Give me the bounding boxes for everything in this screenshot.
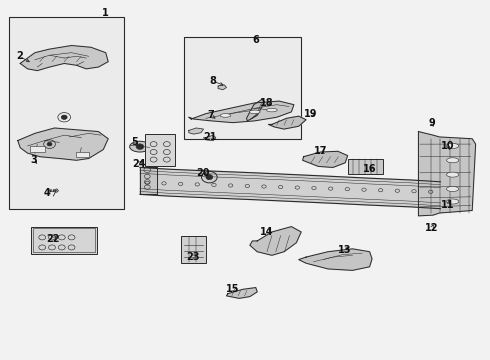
Text: 20: 20 <box>196 168 210 178</box>
Bar <box>33 228 95 252</box>
Ellipse shape <box>446 158 459 163</box>
Circle shape <box>61 115 67 120</box>
Text: 13: 13 <box>339 245 352 255</box>
Circle shape <box>136 144 144 149</box>
Text: 17: 17 <box>314 146 327 156</box>
Text: 3: 3 <box>30 155 37 165</box>
Bar <box>31 226 97 253</box>
Ellipse shape <box>446 186 459 192</box>
Ellipse shape <box>220 114 231 117</box>
Polygon shape <box>269 116 306 129</box>
Text: 21: 21 <box>203 132 217 142</box>
Polygon shape <box>418 132 476 216</box>
Text: 4: 4 <box>44 188 50 198</box>
Bar <box>184 37 301 139</box>
Polygon shape <box>218 85 226 90</box>
Text: 10: 10 <box>441 141 455 151</box>
Bar <box>30 145 45 152</box>
Bar <box>76 152 89 157</box>
Text: 2: 2 <box>16 51 23 61</box>
Polygon shape <box>299 249 372 270</box>
Text: 19: 19 <box>304 109 318 119</box>
Polygon shape <box>189 101 294 123</box>
Circle shape <box>206 175 213 180</box>
Text: 23: 23 <box>186 252 199 262</box>
Text: 9: 9 <box>428 118 435 128</box>
Polygon shape <box>18 128 108 160</box>
Bar <box>9 17 124 209</box>
Text: 8: 8 <box>210 76 217 86</box>
Text: 16: 16 <box>363 164 376 174</box>
Polygon shape <box>140 167 441 209</box>
Text: 12: 12 <box>425 224 439 233</box>
Polygon shape <box>246 99 265 121</box>
Ellipse shape <box>130 141 150 152</box>
Polygon shape <box>203 135 216 140</box>
Bar <box>347 159 383 174</box>
Text: 22: 22 <box>46 234 60 244</box>
Polygon shape <box>303 151 347 167</box>
Circle shape <box>47 142 52 146</box>
Polygon shape <box>226 288 257 298</box>
Bar <box>145 134 175 166</box>
Polygon shape <box>189 128 203 134</box>
Text: 11: 11 <box>441 200 455 210</box>
Ellipse shape <box>249 110 260 114</box>
Text: 14: 14 <box>260 227 274 237</box>
Text: 7: 7 <box>207 111 214 121</box>
Polygon shape <box>250 226 301 255</box>
Ellipse shape <box>446 172 459 177</box>
Ellipse shape <box>446 143 459 148</box>
Polygon shape <box>20 45 108 71</box>
Text: 18: 18 <box>260 98 274 108</box>
Bar <box>181 236 206 263</box>
Text: 1: 1 <box>102 8 109 18</box>
Ellipse shape <box>267 108 277 112</box>
Polygon shape <box>140 167 157 194</box>
Text: 6: 6 <box>252 35 259 45</box>
Text: 24: 24 <box>132 159 146 169</box>
Text: 5: 5 <box>132 138 139 147</box>
Text: 15: 15 <box>226 284 240 294</box>
Polygon shape <box>53 189 58 192</box>
Ellipse shape <box>446 199 459 204</box>
